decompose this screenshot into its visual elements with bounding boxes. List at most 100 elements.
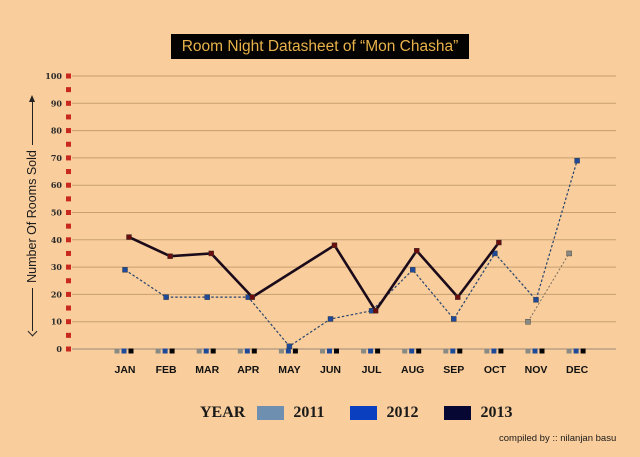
data-point-2013: [249, 294, 256, 300]
baseline-markers: [114, 348, 586, 354]
y-tick-label: 80: [51, 126, 63, 136]
data-point-2012: [204, 294, 210, 300]
baseline-marker: [203, 348, 209, 354]
data-point-2013: [331, 242, 338, 248]
x-tick-label: OCT: [484, 364, 507, 376]
x-tick-label: AUG: [401, 364, 424, 376]
data-point-2013: [496, 239, 502, 246]
tick-marker: [66, 182, 71, 188]
y-tick-label: 30: [51, 262, 63, 272]
tick-marker: [66, 264, 71, 270]
data-point-2013: [414, 248, 420, 254]
tick-marker: [66, 169, 71, 175]
data-point-2012: [574, 157, 580, 164]
x-tick-label: JAN: [114, 364, 135, 376]
baseline-marker: [539, 348, 545, 354]
y-tick-label: 0: [56, 344, 62, 354]
x-tick-label: NOV: [525, 364, 548, 376]
y-tick-label: 50: [51, 208, 63, 218]
baseline-marker: [169, 348, 175, 354]
baseline-marker: [237, 348, 243, 354]
baseline-marker: [580, 348, 586, 354]
tick-marker: [66, 223, 71, 229]
data-point-2012: [533, 297, 539, 303]
tick-marker: [66, 319, 71, 325]
data-point-2012: [492, 250, 498, 257]
x-tick-label: DEC: [566, 364, 589, 376]
tick-marker: [66, 305, 71, 311]
baseline-marker: [155, 348, 161, 354]
data-point-2012: [163, 294, 169, 300]
tick-marker: [66, 346, 71, 352]
baseline-marker: [375, 348, 381, 354]
tick-marker: [66, 196, 71, 202]
baseline-marker: [210, 348, 216, 354]
baseline-marker: [409, 348, 415, 354]
baseline-marker: [278, 348, 284, 354]
legend-swatch-2012: [350, 406, 378, 420]
baseline-marker: [285, 348, 291, 354]
legend-swatch-2011: [257, 406, 285, 420]
baseline-marker: [532, 348, 538, 354]
legend-label-2013: 2013: [480, 404, 513, 421]
baseline-marker: [368, 348, 374, 354]
y-tick-label: 100: [45, 71, 62, 81]
series-lines: [122, 157, 580, 349]
data-point-2012: [410, 267, 416, 273]
y-tick-label: 70: [51, 153, 63, 163]
tick-marker: [66, 73, 71, 79]
baseline-marker: [443, 348, 449, 354]
baseline-marker: [327, 348, 332, 354]
x-tick-label: JUL: [362, 364, 382, 376]
data-point-2011: [525, 319, 531, 325]
tick-marker: [66, 128, 71, 134]
data-point-2012: [451, 316, 457, 322]
tick-marker: [66, 332, 71, 338]
baseline-marker: [457, 348, 463, 354]
x-tick-label: MAY: [278, 364, 300, 376]
baseline-marker: [196, 348, 202, 354]
legend-title: YEAR: [200, 404, 246, 421]
baseline-marker: [525, 348, 531, 354]
baseline-marker: [416, 348, 422, 354]
legend-label-2012: 2012: [386, 404, 419, 421]
y-tick-label: 10: [51, 317, 63, 327]
baseline-marker: [334, 348, 339, 354]
tick-marker: [66, 278, 71, 284]
baseline-marker: [292, 348, 298, 354]
legend-swatch-2013: [444, 406, 472, 420]
data-point-2013: [126, 234, 132, 240]
y-tick-label: 20: [51, 289, 63, 299]
data-point-2013: [167, 253, 173, 259]
credit-text: compiled by :: nilanjan basu: [499, 433, 617, 444]
x-tick-label: APR: [237, 364, 260, 376]
data-point-2012: [327, 316, 334, 322]
data-point-2012: [122, 267, 128, 273]
y-tick-label: 40: [51, 235, 63, 245]
tick-marker: [66, 210, 71, 215]
series-line-2013: [128, 235, 500, 314]
baseline-marker: [128, 348, 134, 354]
tick-marker: [66, 250, 71, 256]
tick-marker: [66, 87, 71, 93]
x-tick-label: SEP: [443, 364, 464, 376]
baseline-marker: [402, 348, 408, 354]
x-tick-label: FEB: [156, 364, 177, 376]
baseline-marker: [320, 348, 325, 354]
x-axis-labels: JAN FEB MAR APR MAY JUN JUL AUG SEP OCT NOV DEC: [114, 364, 588, 376]
data-point-2013: [372, 308, 379, 314]
tick-marker: [66, 237, 71, 243]
data-point-2012: [286, 343, 293, 349]
baseline-marker: [566, 348, 572, 354]
y-axis-ticks: 0 10 20 30 40 50 60 70 80 90 100: [45, 71, 71, 354]
tick-marker: [66, 141, 71, 147]
data-point-2013: [455, 294, 461, 300]
baseline-marker: [498, 348, 504, 354]
baseline-marker: [491, 348, 497, 354]
baseline-marker: [244, 348, 250, 354]
series-line-2011: [527, 253, 570, 322]
legend: YEAR 2011 2012 2013: [200, 404, 538, 422]
baseline-marker: [121, 348, 127, 354]
tick-marker: [66, 155, 71, 161]
